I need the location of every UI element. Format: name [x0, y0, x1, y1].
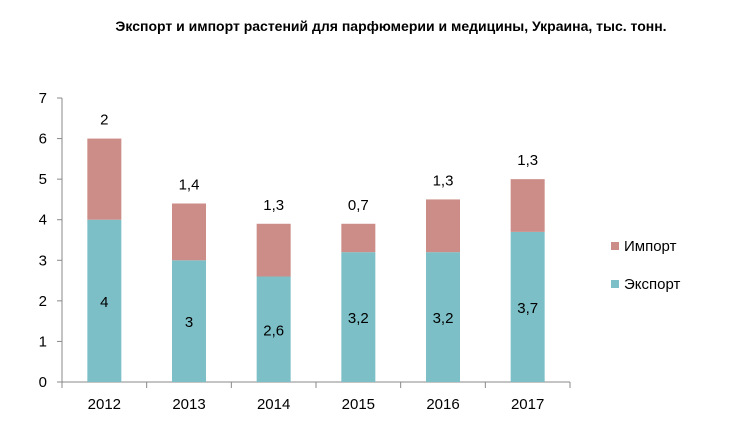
- bars: [87, 138, 545, 382]
- data-label-import-2014: 1,3: [263, 197, 284, 214]
- legend-label-import: Импорт: [624, 238, 677, 255]
- y-tick-label: 6: [39, 131, 47, 148]
- x-tick-label: 2013: [172, 396, 205, 413]
- data-label-import-2016: 1,3: [433, 172, 454, 189]
- bar-import-2014: [256, 223, 291, 277]
- y-tick-label: 1: [39, 333, 47, 350]
- data-labels: 4 2 3 1,4 2,6 1,3 3,2 0,7 3,2 1,3 3,7 1,3: [100, 112, 538, 340]
- bar-export-2015: [341, 252, 376, 382]
- data-label-import-2013: 1,4: [179, 176, 200, 193]
- data-label-export-2017: 3,7: [517, 300, 538, 317]
- y-tick-label: 5: [39, 171, 47, 188]
- data-label-export-2012: 4: [100, 294, 108, 311]
- bar-export-2016: [426, 252, 460, 382]
- data-label-export-2013: 3: [185, 314, 193, 331]
- legend: Импорт Экспорт: [611, 238, 680, 293]
- legend-swatch-export: [611, 280, 619, 288]
- y-tick-label: 3: [39, 252, 47, 269]
- x-tick-label: 2017: [511, 396, 544, 413]
- bar-import-2013: [172, 203, 206, 261]
- data-label-import-2012: 2: [100, 112, 108, 129]
- x-tick-label: 2015: [342, 396, 375, 413]
- legend-swatch-import: [611, 242, 619, 250]
- bar-export-2013: [172, 260, 206, 382]
- bar-export-2017: [510, 231, 545, 382]
- data-label-export-2016: 3,2: [433, 310, 454, 327]
- axes: 0 1 2 3 4 5 6 7 2012 2013 2014 2015 2016 2017: [39, 90, 571, 413]
- bar-import-2016: [426, 199, 460, 253]
- y-tick-label: 0: [39, 374, 47, 391]
- data-label-import-2017: 1,3: [517, 152, 538, 169]
- bar-import-2017: [510, 179, 545, 232]
- x-tick-label: 2016: [426, 396, 459, 413]
- bar-import-2015: [341, 223, 376, 253]
- y-tick-label: 4: [39, 212, 47, 229]
- y-tick-label: 7: [39, 90, 47, 107]
- legend-label-export: Экспорт: [624, 276, 680, 293]
- x-tick-label: 2012: [88, 396, 121, 413]
- y-tick-label: 2: [39, 293, 47, 310]
- bar-import-2012: [87, 138, 122, 220]
- chart-title: Экспорт и импорт растений для парфюмерии…: [115, 18, 667, 34]
- data-label-export-2014: 2,6: [263, 322, 284, 339]
- x-tick-label: 2014: [257, 396, 290, 413]
- bar-export-2012: [87, 219, 122, 382]
- data-label-import-2015: 0,7: [348, 197, 369, 214]
- bar-export-2014: [256, 276, 291, 382]
- data-label-export-2015: 3,2: [348, 310, 369, 327]
